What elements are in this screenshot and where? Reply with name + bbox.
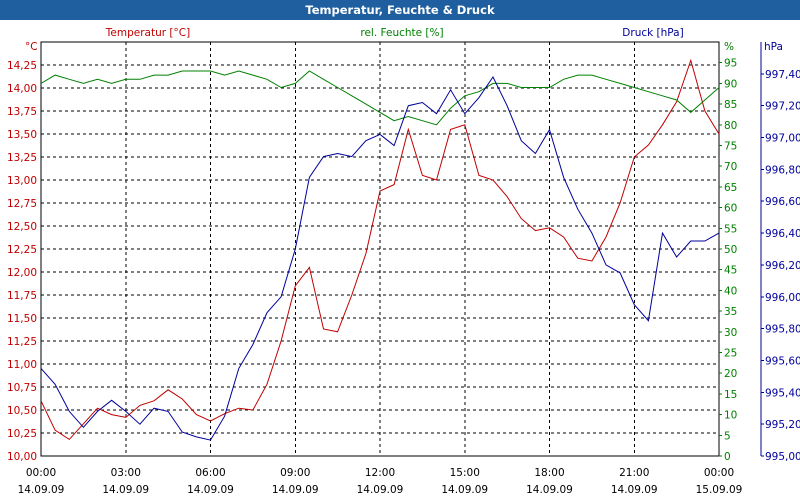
pressure-axis-label: Druck [hPa]: [622, 27, 683, 39]
pressure-tick-label: 996,80: [765, 164, 800, 176]
temperature-tick-label: 13,50: [7, 129, 37, 141]
temperature-tick-label: 11,75: [7, 290, 37, 302]
x-tick-date-label: 14.09.09: [187, 484, 234, 496]
pressure-tick-label: 997,40: [765, 69, 800, 81]
temperature-tick-label: 12,00: [7, 267, 37, 279]
x-tick-time-label: 21:00: [619, 467, 649, 479]
humidity-tick-label: 70: [724, 161, 737, 173]
pressure-tick-label: 995,00: [765, 451, 800, 463]
chart-title: Temperatur, Feuchte & Druck: [0, 0, 800, 20]
temperature-axis-label: Temperatur [°C]: [105, 27, 190, 39]
humidity-tick-label: 55: [724, 223, 737, 235]
humidity-tick-label: 95: [724, 58, 737, 70]
temperature-tick-label: 11,50: [7, 313, 37, 325]
humidity-tick-label: 50: [724, 244, 737, 256]
temperature-tick-label: 11,25: [7, 336, 37, 348]
pressure-unit-label: hPa: [764, 41, 783, 53]
humidity-tick-label: 75: [724, 141, 737, 153]
pressure-tick-label: 996,60: [765, 196, 800, 208]
humidity-tick-label: 60: [724, 203, 737, 215]
x-tick-time-label: 00:00: [704, 467, 734, 479]
pressure-tick-label: 997,00: [765, 133, 800, 145]
x-tick-date-label: 14.09.09: [526, 484, 573, 496]
humidity-tick-label: 85: [724, 99, 737, 111]
temperature-tick-label: 10,00: [7, 451, 37, 463]
x-tick-time-label: 03:00: [111, 467, 141, 479]
x-tick-time-label: 09:00: [280, 467, 310, 479]
x-tick-date-label: 14.09.09: [441, 484, 488, 496]
pressure-tick-label: 995,80: [765, 324, 800, 336]
humidity-tick-label: 35: [724, 306, 737, 318]
humidity-tick-label: 15: [724, 389, 737, 401]
humidity-axis-label: rel. Feuchte [%]: [360, 27, 443, 39]
x-tick-date-label: 14.09.09: [357, 484, 404, 496]
pressure-tick-label: 996,40: [765, 228, 800, 240]
temperature-tick-label: 11,00: [7, 359, 37, 371]
humidity-tick-label: 40: [724, 285, 737, 297]
series-line-pressure: [40, 76, 720, 441]
humidity-tick-label: 25: [724, 348, 737, 360]
axis-labels: 10,00 10,25 10,50 10,75 11,00 11,25 11,50 11,75…: [7, 27, 800, 496]
grid-lines: [40, 42, 720, 457]
temperature-tick-label: 10,75: [7, 382, 37, 394]
humidity-tick-label: 0: [724, 451, 731, 463]
temperature-tick-label: 12,50: [7, 221, 37, 233]
pressure-tick-label: 995,20: [765, 419, 800, 431]
temperature-tick-label: 14,25: [7, 60, 37, 72]
pressure-tick-label: 996,00: [765, 292, 800, 304]
humidity-tick-label: 90: [724, 78, 737, 90]
humidity-unit-label: %: [724, 41, 734, 53]
x-tick-time-label: 12:00: [365, 467, 395, 479]
pressure-tick-label: 995,60: [765, 355, 800, 367]
x-tick-time-label: 00:00: [26, 467, 56, 479]
x-tick-time-label: 06:00: [195, 467, 225, 479]
temperature-tick-label: 13,75: [7, 106, 37, 118]
humidity-tick-label: 30: [724, 327, 737, 339]
temperature-tick-label: 14,00: [7, 83, 37, 95]
x-tick-date-label: 14.09.09: [102, 484, 149, 496]
humidity-tick-label: 10: [724, 410, 737, 422]
temperature-tick-label: 12,75: [7, 198, 37, 210]
temperature-tick-label: 13,00: [7, 175, 37, 187]
series-line-temperature: [40, 58, 720, 441]
humidity-tick-label: 20: [724, 368, 737, 380]
pressure-tick-label: 995,40: [765, 387, 800, 399]
x-tick-date-label: 14.09.09: [611, 484, 658, 496]
series-line-humidity: [40, 70, 720, 126]
temperature-tick-label: 13,25: [7, 152, 37, 164]
pressure-tick-label: 996,20: [765, 260, 800, 272]
temperature-tick-label: 12,25: [7, 244, 37, 256]
x-tick-time-label: 18:00: [534, 467, 564, 479]
x-tick-date-label: 14.09.09: [18, 484, 65, 496]
series-lines: [40, 58, 720, 441]
humidity-tick-label: 5: [724, 430, 731, 442]
x-tick-date-label: 14.09.09: [272, 484, 319, 496]
pressure-tick-label: 997,20: [765, 101, 800, 113]
temperature-unit-label: °C: [25, 41, 38, 53]
x-tick-date-label: 15.09.09: [696, 484, 743, 496]
humidity-tick-label: 65: [724, 182, 737, 194]
humidity-tick-label: 80: [724, 120, 737, 132]
x-tick-time-label: 15:00: [450, 467, 480, 479]
temperature-tick-label: 10,50: [7, 405, 37, 417]
axes: [40, 41, 764, 457]
temperature-tick-label: 10,25: [7, 428, 37, 440]
humidity-tick-label: 45: [724, 265, 737, 277]
